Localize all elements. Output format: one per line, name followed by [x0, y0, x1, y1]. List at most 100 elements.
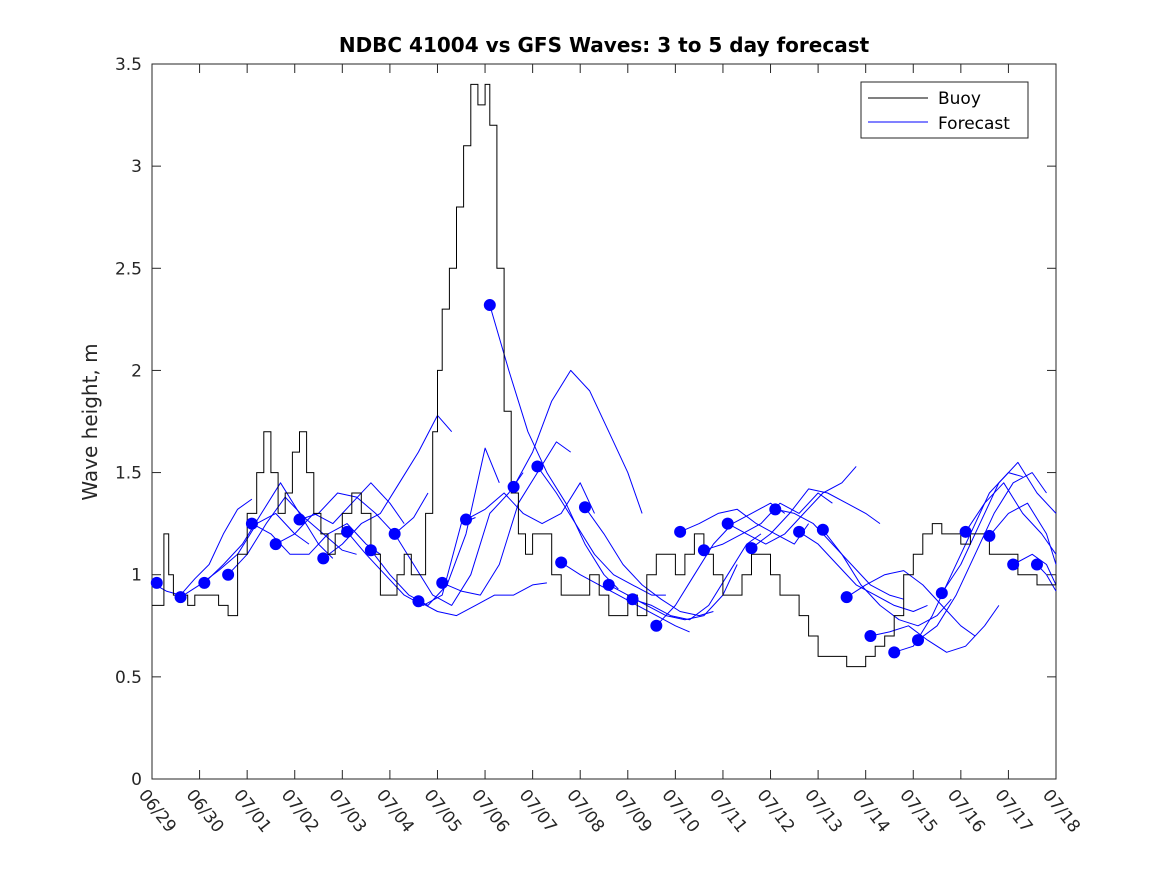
forecast-marker	[674, 525, 687, 538]
x-tick-label: 07/15	[895, 786, 941, 837]
forecast-marker	[555, 556, 568, 569]
forecast-marker	[293, 513, 306, 526]
forecast-marker	[150, 576, 163, 589]
forecast-marker	[341, 525, 354, 538]
x-tick-label: 07/11	[705, 786, 751, 837]
legend: Buoy Forecast	[860, 81, 1029, 139]
forecast-marker	[364, 544, 377, 557]
y-axis-label: Wave height, m	[78, 343, 102, 500]
x-tick-label: 07/08	[562, 786, 608, 837]
y-tick-label: 3	[131, 157, 142, 177]
y-tick-label: 1	[131, 566, 142, 586]
forecast-series-line	[394, 472, 524, 606]
forecast-series-line	[489, 304, 619, 590]
forecast-marker	[935, 587, 948, 600]
y-tick-label: 0.5	[115, 668, 142, 688]
forecast-series-line	[679, 508, 810, 545]
forecast-marker	[1007, 558, 1020, 571]
forecast-series-line	[822, 529, 952, 627]
forecast-marker	[222, 568, 235, 581]
x-tick-label: 07/03	[324, 786, 370, 837]
forecast-series-line	[465, 482, 595, 525]
x-tick-label: 07/01	[229, 786, 275, 837]
forecast-marker	[816, 523, 829, 536]
forecast-series-line	[727, 466, 857, 545]
forecast-marker	[531, 460, 544, 473]
forecast-marker	[507, 480, 520, 493]
x-tick-label: 07/04	[372, 786, 418, 837]
forecast-series-line	[941, 461, 1057, 594]
x-tick-label: 07/12	[753, 786, 799, 837]
forecast-series-line	[751, 488, 881, 549]
forecast-marker	[983, 529, 996, 542]
x-tick-label: 07/14	[848, 786, 894, 837]
forecast-series-line	[846, 570, 976, 637]
forecast-series-line	[151, 498, 253, 596]
x-tick-label: 07/17	[990, 786, 1036, 837]
forecast-series-line	[370, 447, 500, 606]
chart-title: NDBC 41004 vs GFS Waves: 3 to 5 day fore…	[339, 33, 870, 57]
forecast-series-line	[536, 466, 666, 596]
forecast-series-line	[703, 492, 833, 551]
forecast-marker	[745, 542, 758, 555]
forecast-marker	[912, 634, 925, 647]
forecast-series-line	[299, 492, 429, 535]
forecast-marker	[840, 591, 853, 604]
x-tick-label: 07/18	[1038, 786, 1084, 837]
buoy-series-line	[152, 83, 1057, 668]
forecast-series-line	[655, 502, 786, 627]
forecast-series-line	[418, 582, 547, 617]
y-tick-label: 2	[131, 361, 142, 381]
forecast-series-line	[965, 482, 1057, 555]
forecast-marker	[174, 591, 187, 604]
x-tick-label: 07/02	[277, 786, 323, 837]
x-tick-label: 07/09	[610, 786, 656, 837]
forecast-marker	[412, 595, 425, 608]
forecast-series-line	[513, 369, 643, 514]
x-tick-label: 06/29	[134, 786, 180, 837]
forecast-marker	[245, 517, 258, 530]
forecast-marker	[602, 578, 615, 591]
forecast-series-line	[442, 441, 571, 596]
legend-buoy-label: Buoy	[938, 89, 981, 109]
forecast-marker	[269, 538, 282, 551]
legend-forecast-label: Forecast	[938, 114, 1010, 134]
forecast-series-line	[203, 482, 334, 584]
forecast-marker	[888, 646, 901, 659]
forecast-marker	[460, 513, 473, 526]
forecast-marker	[198, 576, 211, 589]
forecast-marker	[436, 576, 449, 589]
x-tick-label: 07/16	[943, 786, 989, 837]
plot-area: 00.511.522.533.506/29 06/30 07/01 07/02 07/0…	[115, 55, 1084, 837]
x-tick-label: 07/13	[800, 786, 846, 837]
forecast-marker	[578, 501, 591, 514]
forecast-marker	[650, 619, 663, 632]
forecast-marker	[697, 544, 710, 557]
forecast-series-line	[870, 605, 1000, 653]
forecast-marker	[388, 527, 401, 540]
forecast-marker	[769, 503, 782, 516]
forecast-marker	[1030, 558, 1043, 571]
forecast-marker	[864, 630, 877, 642]
forecast-marker	[959, 525, 972, 538]
x-tick-label: 07/06	[467, 786, 513, 837]
forecast-marker	[317, 552, 330, 565]
legend-box	[860, 81, 1029, 139]
forecast-marker	[793, 525, 806, 538]
forecast-series-line	[322, 414, 453, 559]
y-tick-label: 1.5	[115, 464, 142, 484]
forecast-marker	[721, 517, 734, 530]
forecast-marker	[483, 299, 496, 312]
x-tick-label: 06/30	[182, 786, 228, 837]
forecast-marker	[626, 593, 639, 606]
y-tick-label: 0	[131, 770, 142, 790]
forecast-series-line	[227, 496, 357, 576]
x-tick-label: 07/05	[420, 786, 466, 837]
forecast-series-line	[251, 523, 381, 555]
x-tick-label: 07/10	[657, 786, 703, 837]
y-tick-label: 3.5	[115, 55, 142, 75]
forecast-series-line	[632, 533, 762, 621]
y-tick-label: 2.5	[115, 259, 142, 279]
x-tick-label: 07/07	[515, 786, 561, 837]
